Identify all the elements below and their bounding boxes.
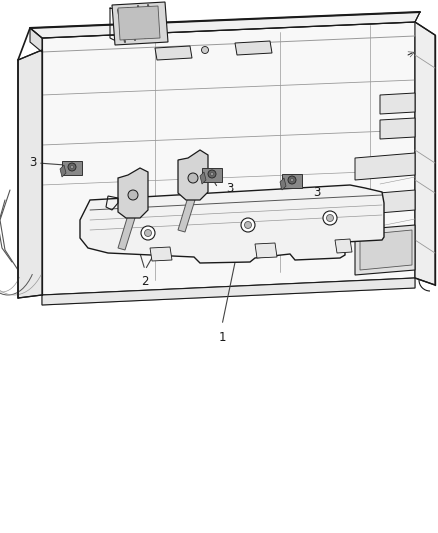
Polygon shape: [235, 41, 272, 55]
Polygon shape: [380, 93, 415, 114]
Polygon shape: [42, 278, 415, 305]
Polygon shape: [255, 243, 277, 258]
Circle shape: [244, 222, 251, 229]
Polygon shape: [360, 230, 412, 270]
Text: 3: 3: [313, 187, 320, 199]
Polygon shape: [155, 46, 192, 60]
Circle shape: [241, 218, 255, 232]
Circle shape: [290, 179, 293, 182]
Polygon shape: [178, 150, 208, 200]
Circle shape: [141, 226, 155, 240]
Polygon shape: [355, 190, 415, 215]
Polygon shape: [178, 197, 195, 232]
Circle shape: [145, 230, 152, 237]
Polygon shape: [355, 153, 415, 180]
Polygon shape: [80, 185, 384, 263]
Polygon shape: [118, 215, 135, 250]
Polygon shape: [200, 172, 206, 184]
Circle shape: [326, 214, 333, 222]
Polygon shape: [150, 247, 172, 261]
Circle shape: [71, 166, 74, 168]
Polygon shape: [118, 6, 160, 40]
Circle shape: [128, 190, 138, 200]
Polygon shape: [60, 165, 66, 177]
Polygon shape: [415, 22, 435, 285]
Polygon shape: [30, 12, 420, 38]
Polygon shape: [62, 161, 82, 175]
Circle shape: [208, 170, 216, 178]
Circle shape: [323, 211, 337, 225]
Polygon shape: [355, 225, 415, 275]
Polygon shape: [380, 118, 415, 139]
Polygon shape: [118, 168, 148, 218]
Polygon shape: [282, 174, 302, 188]
Text: 3: 3: [226, 182, 233, 195]
Circle shape: [211, 173, 213, 175]
Circle shape: [288, 176, 296, 184]
Polygon shape: [30, 28, 42, 52]
Polygon shape: [18, 50, 42, 298]
Circle shape: [68, 163, 76, 171]
Polygon shape: [280, 178, 286, 190]
Polygon shape: [335, 239, 352, 253]
Text: 2: 2: [141, 275, 149, 288]
Text: 1: 1: [218, 331, 226, 344]
Polygon shape: [42, 22, 415, 295]
Polygon shape: [202, 168, 222, 182]
Circle shape: [188, 173, 198, 183]
Text: 3: 3: [29, 157, 37, 169]
Circle shape: [201, 46, 208, 53]
Polygon shape: [112, 2, 168, 45]
